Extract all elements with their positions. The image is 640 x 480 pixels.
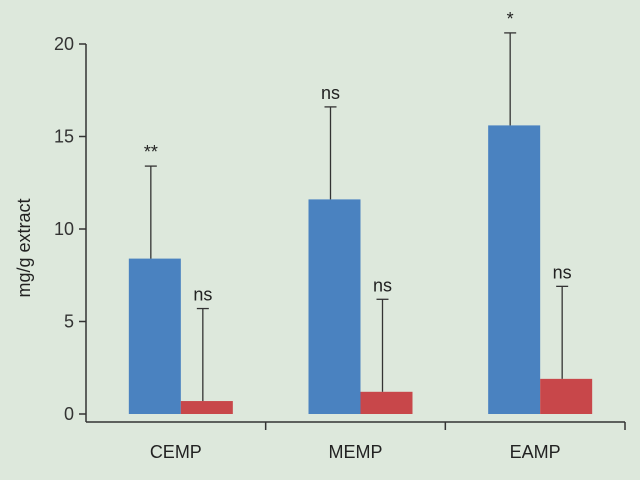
y-tick-label: 20 xyxy=(54,34,74,54)
bar xyxy=(128,258,181,414)
significance-label: ns xyxy=(373,275,392,295)
y-tick-label: 5 xyxy=(64,312,74,332)
x-tick-label: CEMP xyxy=(150,442,202,462)
x-tick-label: MEMP xyxy=(329,442,383,462)
y-axis-label: mg/g extract xyxy=(14,198,34,297)
y-tick-label: 10 xyxy=(54,219,74,239)
y-tick-label: 15 xyxy=(54,127,74,147)
significance-label: ns xyxy=(321,83,340,103)
bar xyxy=(488,125,541,415)
significance-label: ns xyxy=(193,285,212,305)
bar xyxy=(308,199,361,414)
bar xyxy=(180,401,233,414)
bar xyxy=(540,378,593,414)
significance-label: * xyxy=(507,9,514,29)
significance-label: ** xyxy=(144,142,158,162)
significance-label: ns xyxy=(553,262,572,282)
x-tick-label: EAMP xyxy=(510,442,561,462)
y-tick-label: 0 xyxy=(64,404,74,424)
bar xyxy=(360,391,413,414)
